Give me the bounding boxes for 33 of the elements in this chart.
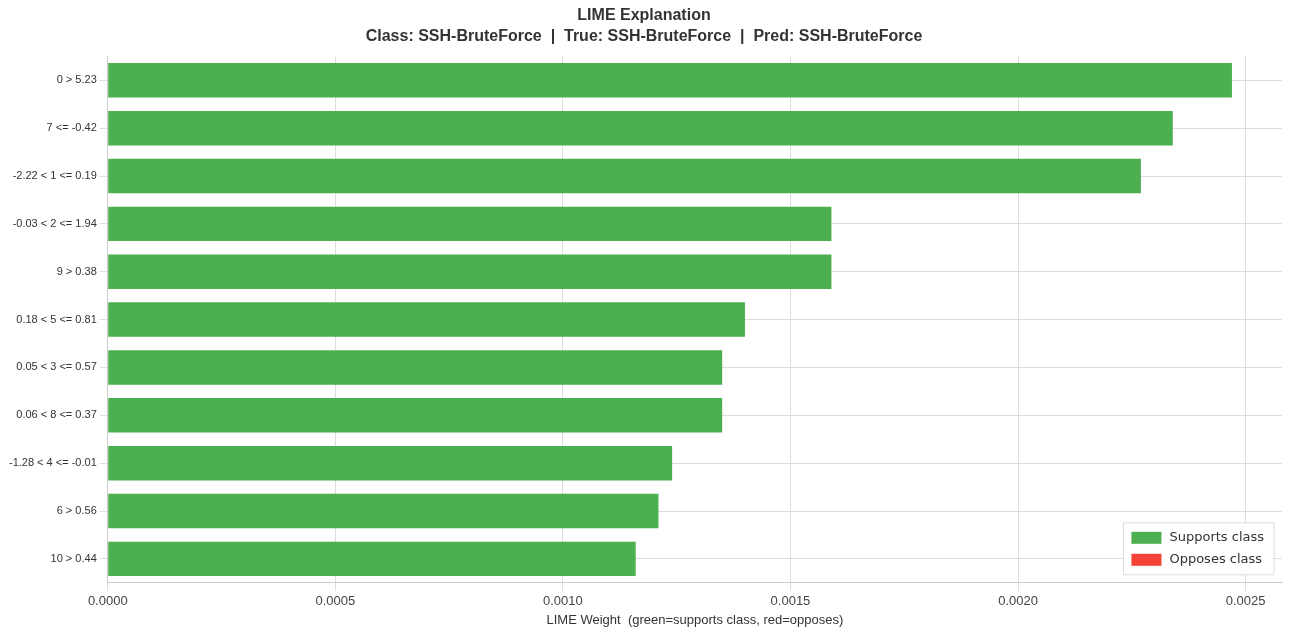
legend-label: Supports class [1169, 529, 1265, 545]
y-tick-label: 0.05 < 3 <= 0.57 [16, 360, 97, 373]
bar [108, 350, 723, 385]
bar [108, 254, 832, 289]
y-tick-label: 9 > 0.38 [56, 264, 97, 277]
bar [108, 63, 1232, 98]
y-tick-label: 10 > 0.44 [50, 551, 97, 564]
x-tick-label: 0.0000 [87, 593, 128, 609]
bar [108, 445, 673, 481]
x-tick-label: 0.0020 [998, 593, 1038, 609]
chart-subtitle: Class: SSH-BruteForce | True: SSH-BruteForce | Pred: SSH-BruteForce [365, 27, 923, 45]
bar [108, 206, 832, 242]
legend-label: Opposes class [1169, 551, 1263, 567]
bar [108, 158, 1141, 194]
bar [108, 493, 659, 529]
x-tick-label: 0.0025 [1225, 593, 1266, 609]
y-tick-label: 0 > 5.23 [56, 73, 97, 86]
bar [108, 110, 1173, 146]
y-tick-label: 7 <= -0.42 [46, 121, 97, 134]
bar [108, 398, 723, 433]
y-tick-label: -1.28 < 4 <= -0.01 [8, 456, 97, 469]
y-tick-label: 0.18 < 5 <= 0.81 [16, 312, 97, 325]
y-tick-label: -2.22 < 1 <= 0.19 [12, 169, 97, 182]
bar [108, 541, 636, 577]
chart-title: LIME Explanation [577, 6, 711, 24]
bar [108, 302, 745, 337]
y-tick-label: 6 > 0.56 [56, 504, 97, 517]
y-tick-label: -0.03 < 2 <= 1.94 [12, 216, 97, 229]
x-tick-label: 0.0015 [770, 593, 811, 609]
x-tick-label: 0.0010 [543, 593, 583, 609]
x-axis-title: LIME Weight (green=supports class, red=opposes) [546, 611, 844, 627]
y-tick-label: 0.06 < 8 <= 0.37 [16, 408, 97, 421]
x-tick-label: 0.0005 [315, 593, 356, 609]
